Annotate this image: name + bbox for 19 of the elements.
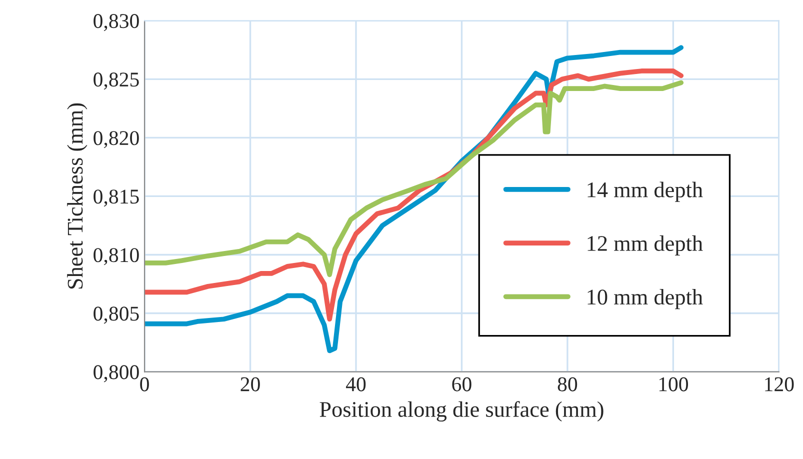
x-tick-label: 20 <box>240 377 260 392</box>
y-tick-label: 0,805 <box>94 306 139 324</box>
y-tick-label: 0,830 <box>94 14 139 32</box>
x-tick-label: 60 <box>452 377 472 392</box>
x-tick-label: 120 <box>765 377 794 392</box>
legend-label: 12 mm depth <box>588 235 703 256</box>
y-axis-title: Sheet Tickness (mm) <box>67 103 88 289</box>
x-tick-label: 100 <box>659 377 688 392</box>
y-tick-label: 0,810 <box>94 248 139 266</box>
y-tick-label: 0,820 <box>94 131 139 148</box>
x-tick-label: 0 <box>140 377 149 392</box>
legend-label: 14 mm depth <box>588 182 703 202</box>
x-axis-title: Position along die surface (mm) <box>320 401 604 422</box>
x-tick-label: 80 <box>558 377 578 392</box>
y-tick-label: 0,825 <box>94 72 139 90</box>
x-tick-label: 40 <box>346 377 366 392</box>
legend-label: 10 mm depth <box>588 288 703 310</box>
y-tick-label: 0,815 <box>94 190 139 207</box>
y-tick-label: 0,800 <box>94 365 139 382</box>
